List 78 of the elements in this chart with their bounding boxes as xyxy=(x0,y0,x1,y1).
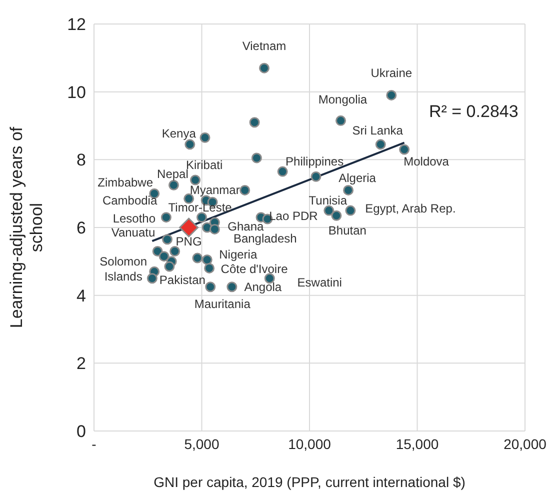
point xyxy=(146,273,158,284)
point xyxy=(168,180,179,190)
annotation: Pakistan xyxy=(159,273,206,288)
annotation: Bhutan xyxy=(328,224,366,238)
x-tick-label: 10,000 xyxy=(288,436,332,452)
point xyxy=(204,262,215,274)
point xyxy=(258,62,270,74)
annotation: Kiribati xyxy=(186,158,223,172)
point xyxy=(160,212,172,223)
y-tick-label: 8 xyxy=(76,150,86,170)
point xyxy=(240,184,250,196)
point xyxy=(202,254,212,265)
annotation: Myanmar xyxy=(190,183,240,198)
x-tick-label: 20,000 xyxy=(504,436,547,452)
annotation: Côte d'Ivoire xyxy=(220,262,288,276)
y-tick-label: 10 xyxy=(67,82,86,102)
point xyxy=(249,117,260,128)
annotation: Vanuatu xyxy=(111,225,156,240)
annotation: Kenya xyxy=(162,126,196,140)
y-axis-title: Learning-adjusted years of school xyxy=(7,126,46,328)
y-tick-label: 2 xyxy=(76,354,86,374)
annotation: Sri Lanka xyxy=(352,123,404,138)
annotation: Eswatini xyxy=(297,275,342,290)
point xyxy=(277,166,288,177)
annotation: Nigeria xyxy=(219,248,258,262)
point xyxy=(192,252,203,264)
point xyxy=(170,246,180,256)
point xyxy=(324,205,334,216)
annotation: Zimbabwe xyxy=(98,176,154,190)
y-tick-label: 6 xyxy=(76,218,86,238)
point xyxy=(205,282,216,292)
y-tick-label: 4 xyxy=(76,286,86,306)
y-tick-label: 0 xyxy=(76,422,86,442)
annotation: Timor-Leste xyxy=(168,200,232,214)
point xyxy=(209,224,220,234)
annotation: Angola xyxy=(244,280,282,294)
y-tick-label: 12 xyxy=(67,15,86,34)
point xyxy=(164,261,175,272)
point xyxy=(345,205,356,216)
annotation: Moldova xyxy=(404,154,450,168)
point xyxy=(386,90,397,100)
point xyxy=(200,132,210,143)
annotation: Ukraine xyxy=(370,66,412,80)
point xyxy=(190,174,201,186)
x-tick-label: - xyxy=(92,436,97,452)
point xyxy=(162,234,173,245)
annotation: Egypt, Arab Rep. xyxy=(365,202,456,216)
annotation: Lao PDR xyxy=(269,209,318,224)
annotation: Mongolia xyxy=(318,92,368,107)
point xyxy=(226,282,238,292)
point xyxy=(158,251,170,262)
point xyxy=(399,144,410,155)
annotation: Tunisia xyxy=(308,194,348,208)
point xyxy=(251,152,262,164)
point xyxy=(179,218,199,238)
point xyxy=(343,184,354,196)
annotation: Lesotho xyxy=(112,211,156,226)
annotation: Solomon Islands xyxy=(100,254,148,284)
x-axis-title: GNI per capita, 2019 (PPP, current international $) xyxy=(154,474,466,490)
annotation: Mauritania xyxy=(194,296,251,311)
annotation: R² = 0.2843 xyxy=(429,102,518,122)
point xyxy=(310,171,322,182)
annotation: PNG xyxy=(176,234,202,248)
point xyxy=(196,212,207,223)
annotation: Vietnam xyxy=(242,39,286,54)
x-tick-label: 15,000 xyxy=(396,436,439,452)
annotation: Nepal xyxy=(157,167,188,182)
point xyxy=(331,210,342,221)
point xyxy=(335,115,346,126)
point xyxy=(152,246,163,256)
x-tick-label: 5,000 xyxy=(184,436,220,452)
point xyxy=(184,139,196,150)
annotation: Cambodia xyxy=(102,194,158,208)
annotation: Ghana xyxy=(228,219,264,234)
annotation: Philippines xyxy=(286,154,344,169)
annotation: Bangladesh xyxy=(233,232,297,246)
annotation: Algeria xyxy=(338,171,376,186)
point xyxy=(375,139,386,150)
